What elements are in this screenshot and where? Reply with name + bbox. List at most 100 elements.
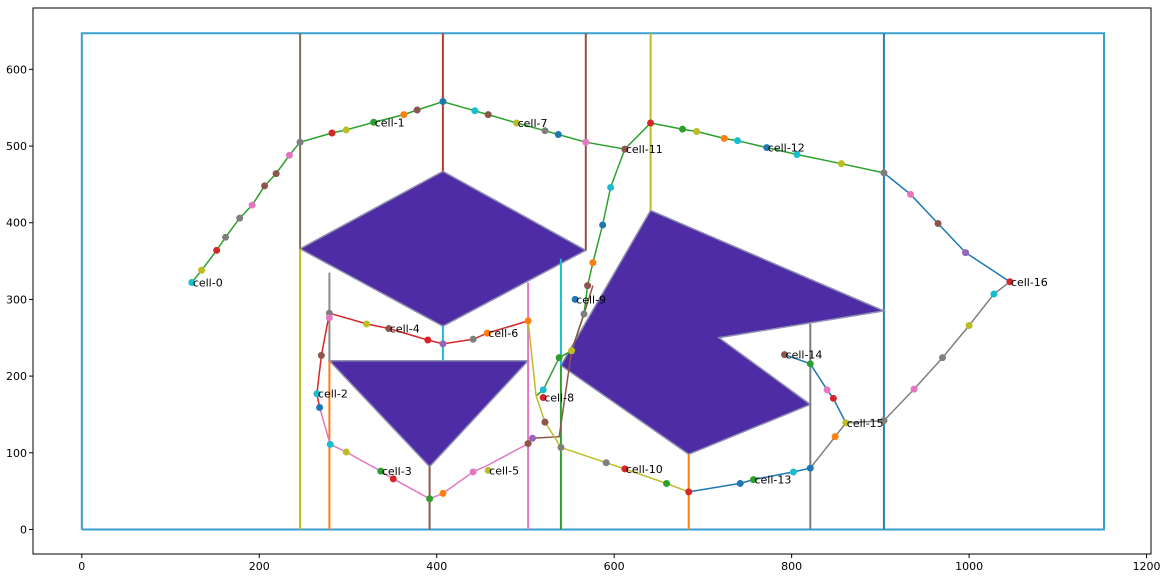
waypoint-32 (938, 354, 946, 362)
waypoint-3 (236, 214, 244, 222)
waypoint-1 (213, 246, 221, 254)
waypoint-46 (541, 418, 549, 426)
waypoint-62 (317, 351, 325, 359)
cell-15-marker (842, 419, 850, 427)
waypoint-68 (439, 489, 447, 497)
waypoint-27 (907, 190, 915, 198)
cell-8-label: cell-8 (544, 392, 574, 405)
waypoint-42 (685, 488, 693, 496)
cell-4-label: cell-4 (390, 323, 420, 336)
cell-13-label: cell-13 (754, 474, 791, 487)
waypoint-58 (424, 336, 432, 344)
waypoint-10 (342, 126, 350, 134)
cell-0-label: cell-0 (193, 277, 223, 290)
waypoint-4 (248, 201, 256, 209)
waypoint-64 (326, 440, 334, 448)
waypoint-7 (285, 151, 293, 159)
waypoints (198, 98, 998, 503)
cell-2-label: cell-2 (318, 388, 348, 401)
roadmap-path-5 (318, 407, 529, 500)
cell-16-label: cell-16 (1011, 276, 1048, 289)
cell-16-marker (1006, 278, 1014, 286)
waypoint-56 (469, 335, 477, 343)
x-tick-label-800: 800 (781, 560, 802, 573)
cell-1-marker (370, 118, 378, 126)
y-tick-label-100: 100 (6, 447, 27, 460)
x-tick-label-600: 600 (604, 560, 625, 573)
waypoint-63 (316, 404, 324, 412)
waypoint-25 (837, 160, 845, 168)
waypoint-22 (720, 134, 728, 142)
cell-10-label: cell-10 (626, 463, 663, 476)
waypoint-33 (910, 385, 918, 393)
axes-frame (32, 7, 1152, 555)
waypoint-49 (568, 347, 576, 355)
waypoint-12 (413, 106, 421, 114)
obstacles (298, 170, 887, 468)
waypoint-67 (426, 495, 434, 503)
cell-1-label: cell-1 (375, 116, 405, 129)
cell-12-label: cell-12 (768, 142, 805, 155)
cell-11-label: cell-11 (626, 143, 663, 156)
cell-10-marker (621, 465, 629, 473)
waypoint-30 (990, 290, 998, 298)
waypoint-20 (679, 125, 687, 133)
y-tick-label-200: 200 (6, 370, 27, 383)
x-tick-label-1000: 1000 (955, 560, 983, 573)
roadmap-path-6 (527, 320, 689, 493)
waypoint-55 (524, 317, 532, 325)
obstacle-1 (327, 360, 530, 468)
waypoint-44 (602, 459, 610, 467)
cell-9-label: cell-9 (576, 293, 606, 306)
waypoint-51 (584, 282, 592, 290)
cell-14-label: cell-14 (786, 349, 823, 362)
waypoint-11 (400, 111, 408, 119)
waypoint-23 (734, 137, 742, 145)
workspace-boundary (80, 32, 1105, 531)
cell-11-marker (621, 145, 629, 153)
cell-5-marker (484, 466, 492, 474)
waypoint-18 (582, 138, 590, 146)
y-tick-label-0: 0 (20, 523, 27, 536)
cell-7-label: cell-7 (518, 117, 548, 130)
y-tick-label-300: 300 (6, 293, 27, 306)
waypoint-53 (599, 221, 607, 229)
waypoint-47 (539, 386, 547, 394)
cell-9-marker (571, 295, 579, 303)
waypoint-48 (555, 354, 563, 362)
cell-4-marker (385, 325, 393, 333)
waypoint-26 (880, 169, 888, 177)
cell-7-marker (513, 119, 521, 127)
waypoint-38 (806, 360, 814, 368)
x-tick-label-200: 200 (249, 560, 270, 573)
waypoint-43 (663, 479, 671, 487)
waypoint-66 (389, 475, 397, 483)
x-tick-label-400: 400 (426, 560, 447, 573)
waypoint-52 (589, 259, 597, 267)
waypoint-45 (557, 443, 565, 451)
waypoint-35 (831, 433, 839, 441)
x-axis-ticks: 0 200 400 600 800 1000 1200 (78, 554, 1161, 573)
cell-2-marker (313, 390, 321, 398)
waypoint-19 (647, 119, 655, 127)
y-tick-label-600: 600 (6, 63, 27, 76)
waypoint-39 (806, 464, 814, 472)
roadmap-path-4 (316, 313, 331, 408)
cell-6-marker (483, 329, 491, 337)
cell-15-label: cell-15 (847, 417, 884, 430)
waypoint-8 (296, 138, 304, 146)
waypoint-57 (439, 340, 447, 348)
waypoint-16 (541, 127, 549, 135)
waypoint-21 (693, 127, 701, 135)
cell-8-marker (539, 394, 547, 402)
waypoint-40 (789, 468, 797, 476)
y-tick-label-500: 500 (6, 140, 27, 153)
roadmap-path-0 (191, 100, 885, 283)
cell-0-marker (188, 279, 196, 287)
waypoint-15 (484, 111, 492, 119)
waypoint-14 (471, 107, 479, 115)
waypoint-65 (342, 448, 350, 456)
waypoint-6 (272, 170, 280, 178)
waypoint-36 (829, 394, 837, 402)
